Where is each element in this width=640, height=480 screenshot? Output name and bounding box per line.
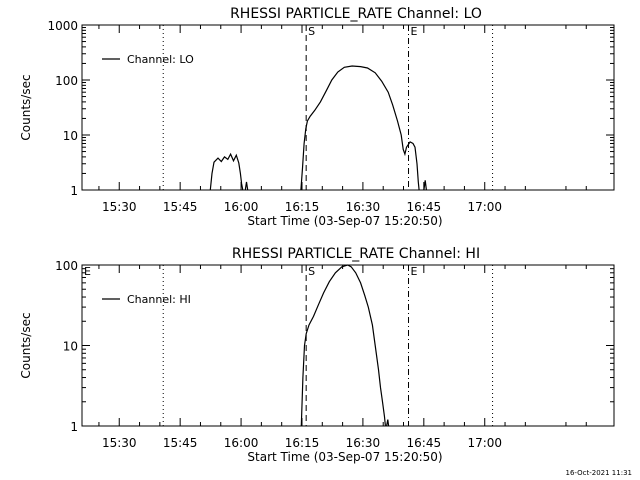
legend-label: Channel: HI: [127, 293, 191, 306]
marker-label: E: [84, 265, 91, 278]
marker-label: E: [411, 25, 418, 38]
marker-label: S: [308, 265, 315, 278]
data-series-segment: [300, 65, 420, 191]
x-tick-label: 16:15: [285, 436, 320, 450]
legend-label: Channel: LO: [127, 53, 194, 66]
x-tick-label: 16:00: [224, 200, 259, 214]
x-tick-label: 15:30: [102, 200, 137, 214]
marker-label: E: [411, 265, 418, 278]
data-series-segment: [423, 180, 427, 191]
y-axis-label: Counts/sec: [19, 312, 33, 378]
data-series-segment: [386, 419, 390, 427]
x-tick-label: 15:30: [102, 436, 137, 450]
data-series-segment: [244, 181, 249, 191]
x-tick-label: 16:45: [407, 200, 442, 214]
x-tick-label: 16:30: [346, 200, 381, 214]
x-tick-label: 15:45: [163, 436, 198, 450]
data-series-segment: [300, 264, 386, 427]
y-tick-label: 100: [55, 259, 78, 273]
x-tick-label: 16:45: [407, 436, 442, 450]
data-series-segment: [209, 152, 244, 191]
x-tick-label: 16:30: [346, 436, 381, 450]
chart-title: RHESSI PARTICLE_RATE Channel: HI: [232, 246, 480, 262]
x-tick-label: 17:00: [467, 200, 502, 214]
y-tick-label: 10: [63, 340, 78, 354]
x-axis-label: Start Time (03-Sep-07 15:20:50): [247, 214, 442, 228]
y-axis-label: Counts/sec: [19, 74, 33, 140]
y-tick-label: 100: [55, 74, 78, 88]
x-tick-label: 16:15: [285, 200, 320, 214]
chart-panel-lo: RHESSI PARTICLE_RATE Channel: LO Counts/s…: [19, 6, 615, 228]
x-axis-label: Start Time (03-Sep-07 15:20:50): [247, 450, 442, 464]
y-tick-label: 1: [70, 420, 78, 434]
marker-label: S: [308, 25, 315, 38]
chart-title: RHESSI PARTICLE_RATE Channel: LO: [230, 6, 482, 22]
x-tick-label: 16:00: [224, 436, 259, 450]
chart-panel-hi: RHESSI PARTICLE_RATE Channel: HI Counts/s…: [19, 246, 615, 464]
plot-frame: [81, 24, 615, 191]
y-tick-label: 1: [70, 184, 78, 198]
footer-timestamp: 16-Oct-2021 11:31: [566, 469, 632, 477]
x-tick-label: 17:00: [467, 436, 502, 450]
y-tick-label: 1000: [47, 19, 78, 33]
x-tick-label: 15:45: [163, 200, 198, 214]
plot-frame: [81, 264, 615, 427]
y-tick-label: 10: [63, 129, 78, 143]
